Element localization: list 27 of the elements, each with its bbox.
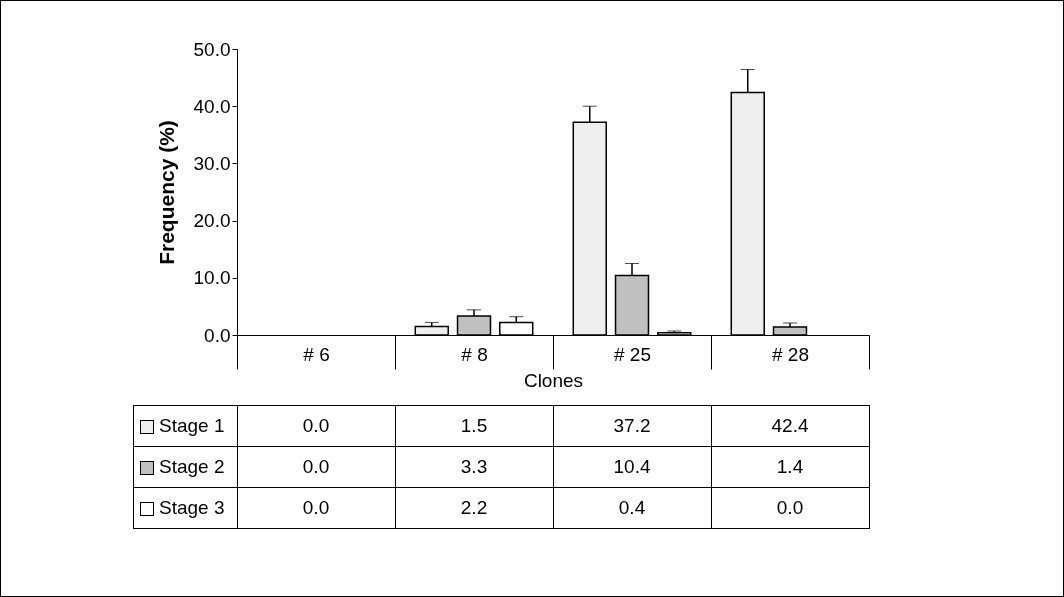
legend-label: Stage 3 [133, 487, 238, 529]
data-label: 0.0 [302, 496, 330, 518]
data-label: 1.4 [776, 455, 804, 477]
y-tick-label: 30.0 [193, 152, 231, 174]
y-tick-label: 50.0 [193, 38, 231, 60]
y-tick-label: 10.0 [193, 267, 231, 289]
data-label: 1.5 [460, 414, 488, 436]
data-label: 42.4 [771, 414, 809, 436]
y-tick-label: 40.0 [193, 95, 231, 117]
legend-label: Stage 1 [133, 405, 238, 447]
data-label: 3.3 [460, 455, 488, 477]
y-tick-label: 0.0 [204, 324, 231, 346]
x-tick-label: # 28 [772, 343, 809, 365]
data-label: 0.4 [618, 496, 646, 518]
y-axis-title: Frequency (%) [154, 120, 178, 265]
x-tick-label: # 25 [614, 343, 651, 365]
data-label: 0.0 [302, 414, 330, 436]
data-label: 37.2 [613, 414, 651, 436]
x-axis-title: Clones [523, 370, 584, 391]
x-tick-label: # 8 [461, 343, 488, 365]
data-label: 0.0 [302, 455, 330, 477]
legend-label: Stage 2 [133, 446, 238, 488]
y-tick-label: 20.0 [193, 210, 231, 232]
data-label: 10.4 [613, 455, 651, 477]
data-label: 0.0 [776, 496, 804, 518]
data-label: 2.2 [460, 496, 488, 518]
x-tick-label: # 6 [303, 343, 330, 365]
